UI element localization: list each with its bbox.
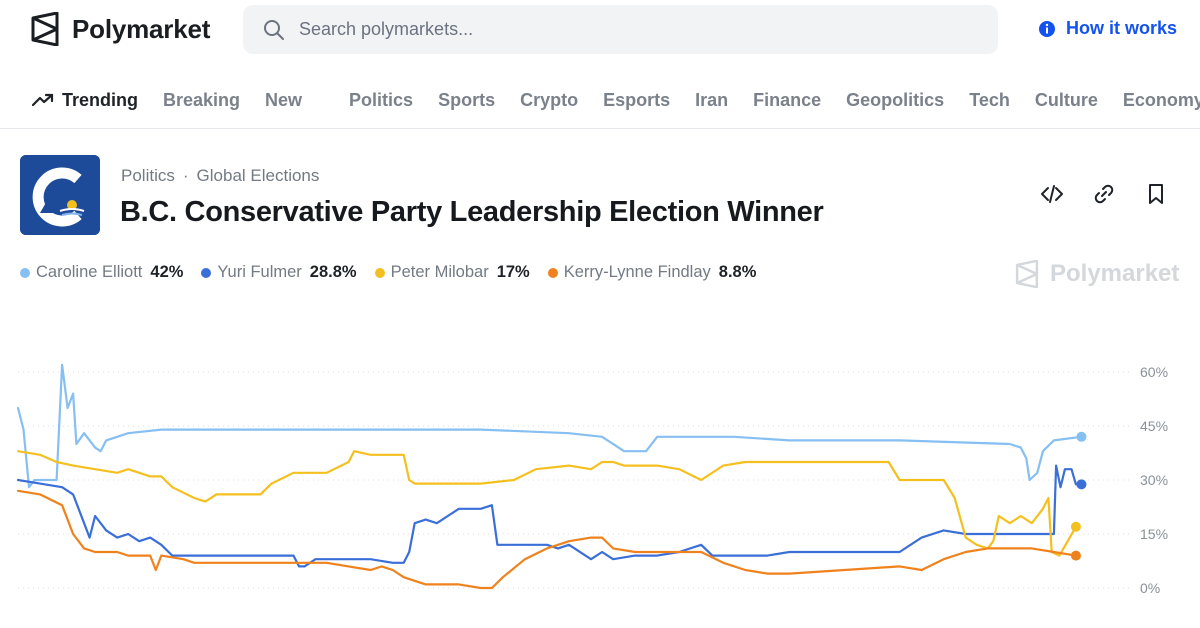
breadcrumb-politics[interactable]: Politics: [121, 166, 175, 185]
nav-esports[interactable]: Esports: [603, 90, 670, 111]
nav-category-label: Economy: [1122, 89, 1200, 110]
nav-new[interactable]: New: [265, 90, 302, 111]
breadcrumb-separator: ·: [182, 166, 189, 185]
nav-category-label: Culture: [1034, 89, 1098, 110]
nav-category-label: Sports: [438, 89, 496, 110]
watermark-text: Polymarket: [1050, 260, 1180, 287]
legend-dot: [374, 267, 385, 278]
nav-category-label: Geopolitics: [846, 89, 945, 110]
legend-value: 42%: [150, 263, 184, 281]
nav-tech[interactable]: Tech: [969, 90, 1010, 111]
legend-name: Yuri Fulmer: [217, 263, 302, 281]
nav-breaking[interactable]: Breaking: [163, 90, 240, 111]
legend-dot: [547, 267, 558, 278]
market-actions: [1040, 182, 1168, 206]
how-it-works-link[interactable]: How it works: [1038, 18, 1177, 39]
legend-item: Peter Milobar 17%: [374, 263, 530, 282]
series-line: [16, 450, 1078, 557]
legend-item: Yuri Fulmer 28.8%: [201, 263, 357, 282]
search-bar[interactable]: [243, 5, 998, 54]
series-end-marker: [1076, 431, 1087, 442]
legend-value: 17%: [496, 263, 530, 281]
legend-name: Peter Milobar: [390, 263, 489, 281]
market-title: B.C. Conservative Party Leadership Elect…: [120, 196, 824, 228]
breadcrumb: Politics · Global Elections: [121, 166, 319, 186]
series-end-marker: [1070, 550, 1081, 561]
chart-legend: Caroline Elliott 42% Yuri Fulmer 28.8% P…: [20, 263, 756, 282]
price-history-chart[interactable]: 60% 45% 30% 15% 0%: [0, 300, 1200, 628]
nav-category-label: Finance: [753, 89, 822, 110]
nav-trending-label: Trending: [62, 89, 138, 110]
nav-category-label: Iran: [695, 89, 729, 110]
y-tick-label: 60%: [1140, 364, 1168, 380]
series-line: [16, 363, 1083, 489]
how-it-works-label: How it works: [1066, 18, 1178, 38]
legend-value: 8.8%: [718, 263, 757, 281]
nav-trending[interactable]: Trending: [32, 90, 138, 111]
nav-category-label: Esports: [603, 89, 671, 110]
nav-category-label: Tech: [969, 89, 1010, 110]
legend-dot: [20, 267, 30, 278]
legend-item: Caroline Elliott 42%: [20, 263, 183, 282]
polymarket-logo-icon: [31, 12, 59, 46]
nav-new-label: New: [265, 89, 303, 110]
nav-iran[interactable]: Iran: [695, 90, 728, 111]
nav-culture[interactable]: Culture: [1035, 90, 1098, 111]
link-icon: [1094, 184, 1114, 204]
copy-link-button[interactable]: [1092, 182, 1116, 206]
series-line: [16, 464, 1083, 568]
trending-icon: [32, 93, 54, 107]
bc-conservative-logo-icon: [20, 155, 100, 235]
nav-finance[interactable]: Finance: [753, 90, 821, 111]
nav-crypto[interactable]: Crypto: [520, 90, 578, 111]
nav-category-label: Politics: [349, 89, 414, 110]
embed-button[interactable]: [1040, 182, 1064, 206]
logo[interactable]: Polymarket: [30, 12, 210, 46]
category-nav: Trending Breaking New Politics Sports Cr…: [0, 82, 1200, 118]
legend-dot: [201, 267, 212, 278]
polymarket-logo-icon: [1015, 260, 1039, 288]
bookmark-icon: [1149, 184, 1163, 204]
breadcrumb-global-elections[interactable]: Global Elections: [196, 166, 320, 185]
legend-name: Kerry-Lynne Findlay: [563, 263, 711, 281]
y-tick-label: 15%: [1140, 526, 1168, 542]
market-image: [20, 155, 100, 235]
search-input[interactable]: [299, 19, 899, 40]
nav-breaking-label: Breaking: [163, 89, 241, 110]
bookmark-button[interactable]: [1144, 182, 1168, 206]
header-divider: [0, 128, 1200, 129]
y-tick-label: 0%: [1140, 580, 1160, 596]
y-tick-label: 45%: [1140, 418, 1168, 434]
nav-politics[interactable]: Politics: [349, 90, 413, 111]
legend-value: 28.8%: [309, 263, 357, 281]
series-end-marker: [1076, 479, 1087, 490]
search-icon: [264, 19, 284, 40]
code-icon: [1041, 185, 1063, 203]
info-icon: [1039, 20, 1055, 37]
series-line: [16, 489, 1078, 590]
nav-category-label: Crypto: [520, 89, 579, 110]
chart-watermark: Polymarket: [1014, 260, 1179, 288]
y-tick-label: 30%: [1140, 472, 1168, 488]
legend-item: Kerry-Lynne Findlay 8.8%: [547, 263, 757, 282]
nav-geopolitics[interactable]: Geopolitics: [846, 90, 944, 111]
series-end-marker: [1070, 521, 1081, 532]
logo-text: Polymarket: [72, 13, 211, 44]
legend-name: Caroline Elliott: [36, 263, 143, 281]
top-bar: Polymarket How it works: [0, 0, 1200, 62]
nav-sports[interactable]: Sports: [438, 90, 495, 111]
nav-economy[interactable]: Economy: [1123, 90, 1200, 111]
